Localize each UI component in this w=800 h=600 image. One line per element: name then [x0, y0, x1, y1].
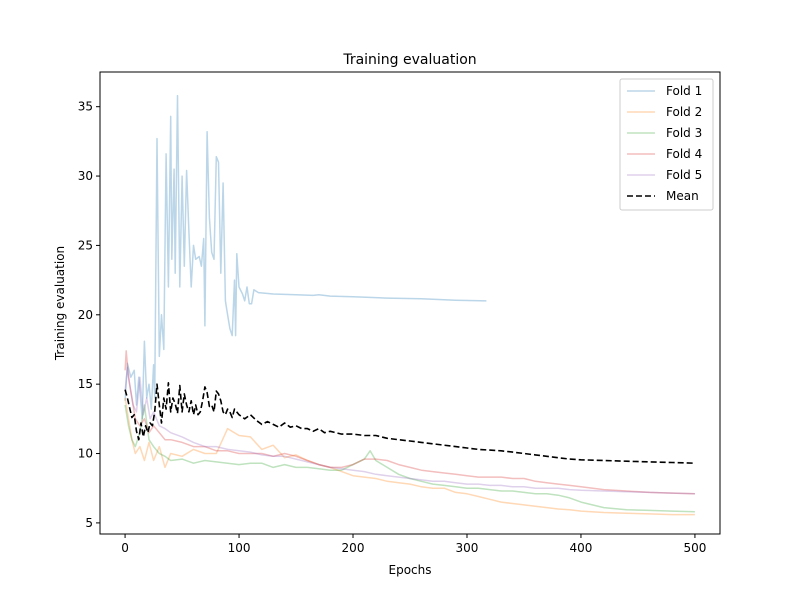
series-line-mean	[124, 382, 695, 464]
y-tick-label: 25	[78, 238, 93, 252]
legend-label: Fold 1	[666, 84, 702, 98]
chart-title: Training evaluation	[342, 52, 476, 68]
legend-label: Fold 2	[666, 105, 702, 119]
x-tick-label: 500	[683, 541, 706, 555]
axes-frame	[99, 71, 721, 535]
y-tick-label: 5	[85, 516, 93, 530]
legend-label: Fold 5	[666, 168, 702, 182]
y-tick-label: 30	[78, 169, 93, 183]
y-tick-label: 35	[78, 100, 93, 114]
legend-label: Fold 4	[666, 147, 702, 161]
y-tick-label: 20	[78, 308, 93, 322]
y-tick-label: 15	[78, 377, 93, 391]
x-tick-label: 200	[342, 541, 365, 555]
legend: Fold 1 Fold 2 Fold 3 Fold 4 Fold 5 Mean	[619, 78, 714, 211]
legend-label: Mean	[666, 189, 699, 203]
series-layer	[124, 94, 695, 516]
x-tick-label: 300	[456, 541, 479, 555]
series-line-fold-4	[124, 350, 695, 495]
series-line-fold-5	[124, 366, 695, 495]
series-line-fold-2	[124, 397, 695, 516]
x-ticks: 0 100 200 300 400 500	[121, 534, 706, 555]
legend-label: Fold 3	[666, 126, 702, 140]
series-line-fold-3	[124, 404, 695, 513]
legend-box	[619, 78, 714, 211]
x-axis-label: Epochs	[389, 563, 432, 577]
x-tick-label: 400	[570, 541, 593, 555]
series-line-fold-1	[124, 94, 487, 420]
y-axis-label: Training evaluation	[53, 246, 67, 361]
y-tick-label: 10	[78, 447, 93, 461]
plot-area	[100, 72, 720, 534]
axes-layer	[99, 71, 721, 535]
x-tick-label: 100	[228, 541, 251, 555]
y-ticks: 5 10 15 20 25 30 35	[78, 100, 100, 530]
x-tick-label: 0	[121, 541, 129, 555]
